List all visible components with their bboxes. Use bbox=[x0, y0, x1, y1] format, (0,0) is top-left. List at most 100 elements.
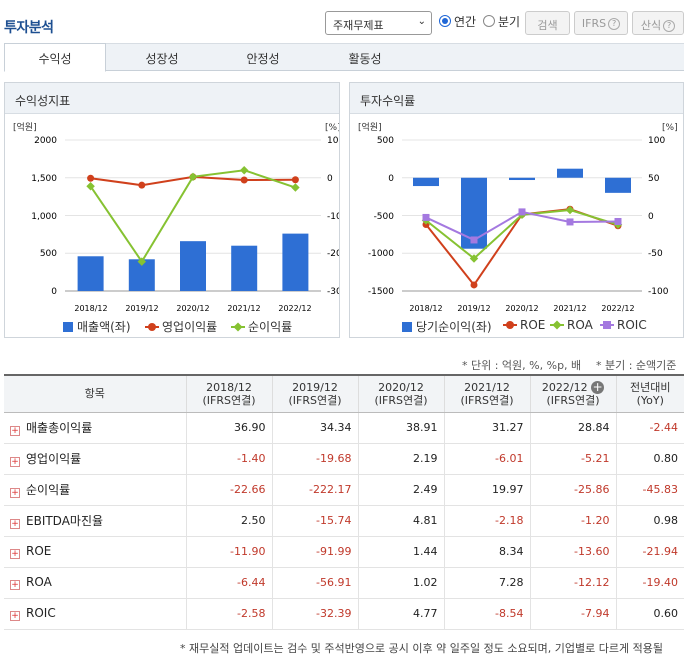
left-tick: 500 bbox=[377, 136, 394, 146]
quarter-radio[interactable] bbox=[483, 15, 495, 27]
legend-label: ROE bbox=[520, 318, 546, 332]
expand-icon[interactable]: + bbox=[10, 549, 20, 559]
report-type-select[interactable]: 주재무제표 ⌄ bbox=[325, 11, 432, 35]
header-text: 2019/12 bbox=[292, 380, 338, 394]
table-cell: 1.02 bbox=[357, 567, 444, 599]
annual-radio[interactable] bbox=[439, 15, 451, 27]
expand-icon[interactable]: + bbox=[10, 519, 20, 529]
table-row: + ROA -6.44 -56.91 1.02 7.28 -12.12 -19.40 bbox=[4, 567, 684, 599]
expand-icon[interactable]: + bbox=[10, 488, 20, 498]
table-cell: -2.44 bbox=[615, 412, 684, 444]
legend-item[interactable]: 매출액(좌) bbox=[63, 318, 131, 335]
expand-icon[interactable]: + bbox=[10, 426, 20, 436]
left-tick: 0 bbox=[51, 287, 57, 297]
row-label-text: 순이익률 bbox=[26, 483, 71, 497]
table-cell: 36.90 bbox=[185, 412, 272, 444]
row-label[interactable]: + ROIC bbox=[4, 598, 186, 630]
page-title: 투자분석 bbox=[4, 20, 54, 36]
series-point bbox=[565, 205, 575, 215]
header-subtext: (IFRS연결) bbox=[202, 393, 256, 407]
right-tick: 0 bbox=[648, 212, 654, 222]
profitability-table: 항목 2018/12 (IFRS연결) 2019/12 (IFRS연결) 2020/… bbox=[4, 374, 684, 630]
header-subtext: (IFRS연결) bbox=[288, 393, 342, 407]
legend-item[interactable]: ROIC bbox=[600, 318, 647, 332]
tab-profitability[interactable]: 수익성 bbox=[4, 43, 106, 72]
profitability-chart-panel: 수익성지표 [억원] [%] 2000 1,500 1,000 500 0 10… bbox=[4, 82, 340, 338]
table-cell: 1.44 bbox=[357, 536, 444, 568]
series-point bbox=[86, 182, 95, 191]
table-row: + ROE -11.90 -91.99 1.44 8.34 -13.60 -21.94 bbox=[4, 536, 684, 568]
search-button-label: 검색 bbox=[537, 19, 558, 32]
left-unit-label: [억원] bbox=[358, 121, 382, 133]
bar-swatch-icon bbox=[63, 322, 73, 332]
legend-label: ROA bbox=[567, 318, 593, 332]
ifrs-button[interactable]: IFRS? bbox=[574, 11, 628, 35]
x-axis-ticks: 2018/12 2019/12 2020/12 2021/12 2022/12 bbox=[409, 304, 634, 313]
header-text: 항목 bbox=[84, 387, 105, 401]
row-label[interactable]: + 매출총이익률 bbox=[4, 412, 186, 444]
table-cell: -45.83 bbox=[615, 474, 684, 506]
investment-return-chart: [억원] [%] 500 0 -500 -1000 -1500 100 50 0… bbox=[358, 121, 678, 313]
col-header-yoy: 전년대비 (YoY) bbox=[615, 374, 684, 413]
tab-stability[interactable]: 안정성 bbox=[246, 52, 280, 66]
table-cell: 19.97 bbox=[443, 474, 530, 506]
footer-note: * 재무실적 업데이트는 검수 및 주석반영으로 공시 이후 약 일주일 정도 … bbox=[180, 642, 663, 655]
bar-swatch-icon bbox=[402, 322, 412, 332]
table-cell: -1.20 bbox=[529, 505, 616, 537]
table-cell: -5.21 bbox=[529, 443, 616, 475]
legend-label: 순이익률 bbox=[248, 320, 293, 334]
row-label[interactable]: + EBITDA마진율 bbox=[4, 505, 186, 537]
search-button[interactable]: 검색 bbox=[525, 11, 570, 35]
legend-item[interactable]: 순이익률 bbox=[231, 318, 292, 335]
row-label[interactable]: + ROA bbox=[4, 567, 186, 599]
legend-label: 당기순이익(좌) bbox=[416, 320, 492, 334]
table-cell: -11.90 bbox=[185, 536, 272, 568]
x-tick: 2019/12 bbox=[457, 304, 490, 313]
formula-button[interactable]: 산식? bbox=[632, 11, 684, 35]
table-row: + 영업이익률 -1.40 -19.68 2.19 -6.01 -5.21 0.80 bbox=[4, 443, 684, 475]
tab-growth[interactable]: 성장성 bbox=[145, 52, 179, 66]
left-tick: 2000 bbox=[34, 136, 57, 146]
expand-icon[interactable]: + bbox=[10, 457, 20, 467]
header-text: 전년대비 bbox=[630, 380, 671, 394]
legend-item[interactable]: ROA bbox=[550, 318, 593, 332]
table-cell: 28.84 bbox=[529, 412, 616, 444]
legend-label: ROIC bbox=[617, 318, 647, 332]
left-tick: 1,500 bbox=[31, 174, 57, 184]
x-tick: 2018/12 bbox=[409, 304, 442, 313]
table-cell: 2.50 bbox=[185, 505, 272, 537]
line-marker-icon bbox=[231, 322, 245, 332]
right-tick: 100 bbox=[648, 136, 665, 146]
legend-item[interactable]: 당기순이익(좌) bbox=[402, 318, 492, 335]
line-marker-icon bbox=[600, 320, 614, 330]
legend-item[interactable]: ROE bbox=[503, 318, 545, 332]
table-cell: -32.39 bbox=[271, 598, 358, 630]
formula-button-label: 산식 bbox=[640, 19, 662, 32]
annual-radio-label[interactable]: 연간 bbox=[454, 15, 477, 29]
expand-icon[interactable]: + bbox=[10, 611, 20, 621]
table-cell: 2.19 bbox=[357, 443, 444, 475]
row-label[interactable]: + 순이익률 bbox=[4, 474, 186, 506]
table-cell: -25.86 bbox=[529, 474, 616, 506]
x-axis-ticks: 2018/12 2019/12 2020/12 2021/12 2022/12 bbox=[74, 304, 311, 313]
expand-icon[interactable]: + bbox=[10, 580, 20, 590]
series-point bbox=[470, 236, 478, 244]
table-header-row: 항목 2018/12 (IFRS연결) 2019/12 (IFRS연결) 2020/… bbox=[4, 374, 684, 413]
report-type-value: 주재무제표 bbox=[333, 19, 384, 32]
table-row: + 매출총이익률 36.90 34.34 38.91 31.27 28.84 -2.44 bbox=[4, 412, 684, 444]
table-row: + EBITDA마진율 2.50 -15.74 4.81 -2.18 -1.20 0.98 bbox=[4, 505, 684, 537]
tab-activity[interactable]: 활동성 bbox=[348, 52, 382, 66]
series-line bbox=[425, 208, 619, 287]
row-label[interactable]: + ROE bbox=[4, 536, 186, 568]
series-point bbox=[291, 176, 299, 184]
table-row: + ROIC -2.58 -32.39 4.77 -8.54 -7.94 0.60 bbox=[4, 598, 684, 630]
table-cell: -91.99 bbox=[271, 536, 358, 568]
add-column-icon[interactable]: + bbox=[591, 379, 605, 394]
table-cell: 8.34 bbox=[443, 536, 530, 568]
row-label[interactable]: + 영업이익률 bbox=[4, 443, 186, 475]
table-cell: 0.98 bbox=[615, 505, 684, 537]
quarter-radio-label[interactable]: 분기 bbox=[498, 15, 521, 29]
legend-item[interactable]: 영업이익률 bbox=[145, 318, 217, 335]
table-cell: -56.91 bbox=[271, 567, 358, 599]
header-text: 2020/12 bbox=[378, 380, 424, 394]
